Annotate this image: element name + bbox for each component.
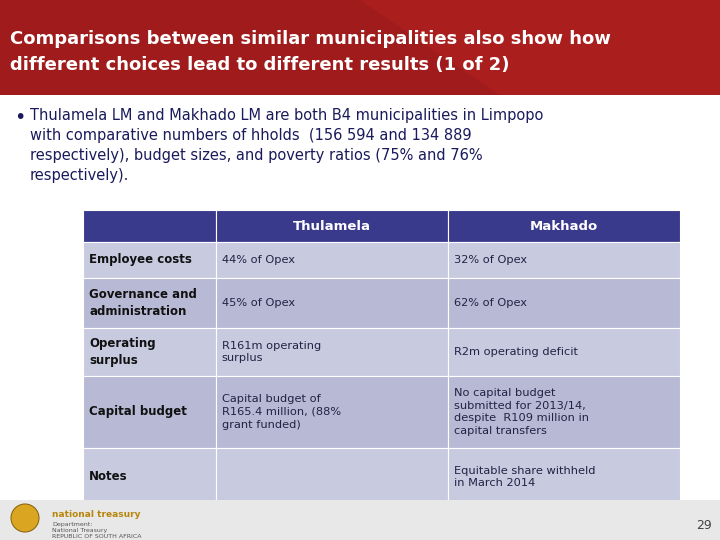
Text: R161m operating
surplus: R161m operating surplus (222, 341, 321, 363)
Text: 44% of Opex: 44% of Opex (222, 255, 294, 265)
Text: Capital budget of
R165.4 million, (88%
grant funded): Capital budget of R165.4 million, (88% g… (222, 394, 341, 430)
Bar (0, 0, 720, 95)
Text: R2m operating deficit: R2m operating deficit (454, 347, 577, 357)
Text: Department:
National Treasury
REPUBLIC OF SOUTH AFRICA: Department: National Treasury REPUBLIC O… (52, 522, 142, 538)
Text: Thulamela: Thulamela (292, 219, 371, 233)
Bar (83, 210, 215, 242)
Text: Operating
surplus: Operating surplus (89, 338, 156, 367)
Bar (448, 328, 680, 376)
Bar (83, 376, 215, 448)
Bar (448, 376, 680, 448)
Bar (448, 242, 680, 278)
Bar (448, 448, 680, 506)
Text: with comparative numbers of hholds  (156 594 and 134 889: with comparative numbers of hholds (156 … (30, 128, 472, 143)
Text: 32% of Opex: 32% of Opex (454, 255, 527, 265)
Circle shape (11, 504, 39, 532)
Text: •: • (14, 108, 25, 127)
Text: Equitable share withheld
in March 2014: Equitable share withheld in March 2014 (454, 465, 595, 488)
Text: 62% of Opex: 62% of Opex (454, 298, 527, 308)
Text: Governance and
administration: Governance and administration (89, 288, 197, 318)
Text: 29: 29 (696, 519, 712, 532)
Text: Capital budget: Capital budget (89, 406, 187, 419)
Bar (83, 242, 215, 278)
Text: different choices lead to different results (1 of 2): different choices lead to different resu… (10, 56, 510, 74)
Bar (448, 278, 680, 328)
Bar (215, 448, 448, 506)
Bar (215, 278, 448, 328)
Bar (215, 242, 448, 278)
Bar (0, 500, 720, 540)
Polygon shape (360, 0, 720, 95)
Bar (83, 448, 215, 506)
Text: No capital budget
submitted for 2013/14,
despite  R109 million in
capital transf: No capital budget submitted for 2013/14,… (454, 388, 589, 436)
Bar (448, 210, 680, 242)
Text: Notes: Notes (89, 470, 127, 483)
Bar (83, 328, 215, 376)
Text: Makhado: Makhado (530, 219, 598, 233)
Text: respectively).: respectively). (30, 168, 130, 183)
Text: 45% of Opex: 45% of Opex (222, 298, 294, 308)
Text: Thulamela LM and Makhado LM are both B4 municipalities in Limpopo: Thulamela LM and Makhado LM are both B4 … (30, 108, 544, 123)
Bar (215, 328, 448, 376)
Bar (215, 210, 448, 242)
Bar (215, 376, 448, 448)
Text: Comparisons between similar municipalities also show how: Comparisons between similar municipaliti… (10, 30, 611, 48)
Text: respectively), budget sizes, and poverty ratios (75% and 76%: respectively), budget sizes, and poverty… (30, 148, 482, 163)
Bar (83, 278, 215, 328)
Text: Employee costs: Employee costs (89, 253, 192, 267)
Text: national treasury: national treasury (52, 510, 140, 519)
